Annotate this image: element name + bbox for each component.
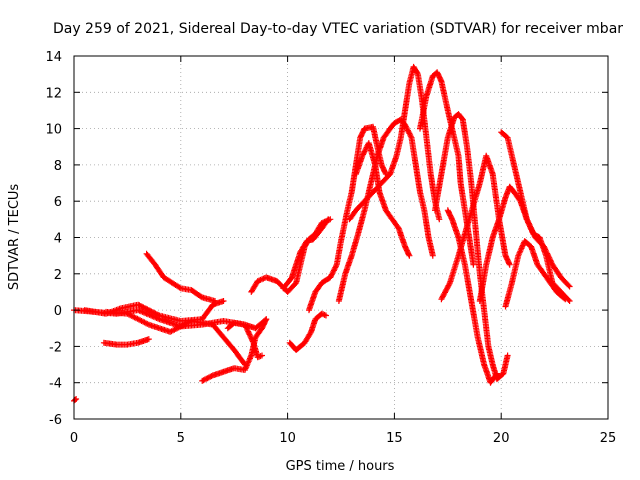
y-tick-labels: -6 -4 -2 0 2 4 6 8 10 12 14 — [45, 50, 62, 428]
y-tick-label: -4 — [49, 377, 62, 392]
y-tick-label: 4 — [54, 232, 62, 247]
series-pass-d — [100, 336, 152, 348]
series-pass-k — [286, 310, 329, 353]
y-tick-label: 12 — [45, 86, 62, 101]
series-markers — [81, 298, 227, 324]
series-pass-f — [143, 250, 218, 304]
series-markers — [224, 319, 265, 361]
x-tick-label: 0 — [70, 431, 78, 446]
x-tick-label: 20 — [493, 431, 510, 446]
y-tick-label: 2 — [54, 268, 62, 283]
y-tick-label: 14 — [45, 50, 62, 65]
series-pass-s — [444, 207, 500, 386]
x-tick-label: 5 — [177, 431, 185, 446]
chart-title: Day 259 of 2021, Sidereal Day-to-day VTE… — [53, 21, 623, 37]
series-markers — [280, 216, 332, 292]
x-tick-label: 25 — [600, 431, 617, 446]
series-pass-n — [353, 140, 413, 259]
series-pass-c — [81, 298, 227, 324]
series-pass-h — [224, 319, 265, 361]
axis-ticks — [73, 55, 609, 420]
series-pass-o — [346, 63, 443, 223]
series-markers — [353, 140, 413, 259]
y-tick-label: 8 — [54, 159, 62, 174]
y-axis-label: SDTVAR / TECUs — [7, 184, 22, 291]
y-tick-label: -2 — [49, 340, 62, 355]
series-markers — [502, 238, 569, 310]
y-tick-label: 6 — [54, 195, 62, 210]
series-markers — [335, 116, 436, 304]
x-tick-label: 15 — [386, 431, 403, 446]
series-pass-e — [103, 308, 248, 368]
y-tick-label: -6 — [49, 413, 62, 428]
series-markers — [100, 336, 152, 348]
y-tick-label: 0 — [54, 304, 62, 319]
y-tick-label: 10 — [45, 123, 62, 138]
series-markers — [432, 111, 511, 383]
x-tick-label: 10 — [279, 431, 296, 446]
data-points — [71, 63, 573, 404]
series-markers — [444, 207, 500, 386]
series-pass-j — [280, 216, 332, 292]
series-markers — [346, 63, 443, 223]
x-axis-label: GPS time / hours — [286, 459, 395, 474]
series-pass-q — [432, 111, 511, 383]
series-pass-a — [71, 396, 80, 404]
series-markers — [143, 250, 218, 304]
series-markers — [103, 308, 248, 368]
series-pass-v — [502, 238, 569, 310]
series-markers — [286, 310, 329, 353]
series-markers — [71, 396, 80, 404]
x-tick-labels: 0 5 10 15 20 25 — [70, 431, 616, 446]
series-pass-m — [335, 116, 436, 304]
